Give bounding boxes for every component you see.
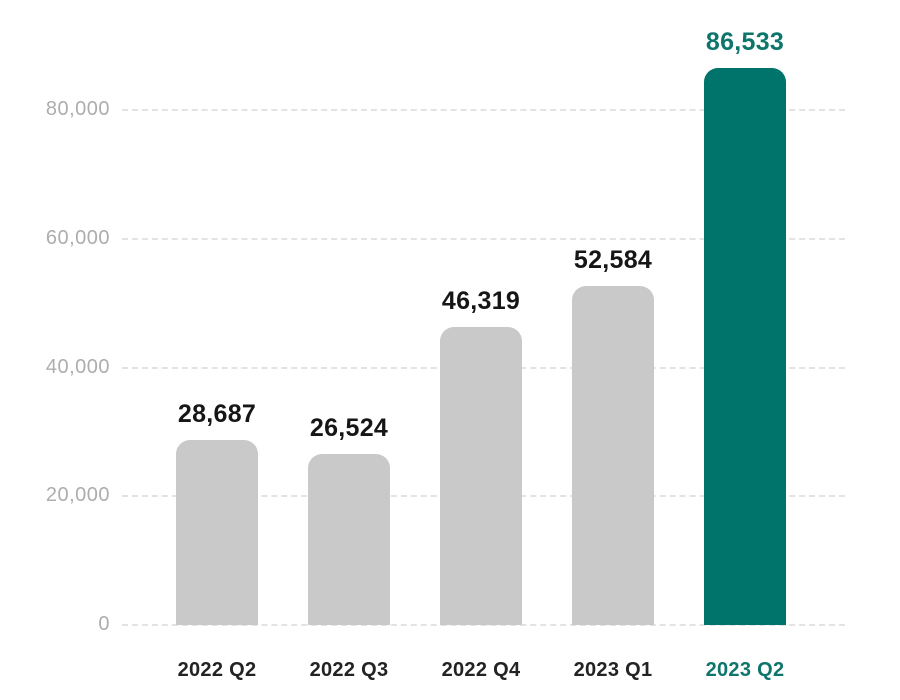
bar-value-label: 52,584: [573, 246, 653, 275]
bar-2022-q4: [440, 326, 522, 625]
y-axis-tick-label: 40,000: [45, 355, 110, 378]
x-axis-tick-label: 2022 Q3: [309, 659, 389, 681]
y-axis-tick-label: 60,000: [45, 226, 110, 249]
y-axis-tick-label: 20,000: [45, 484, 110, 507]
bar-value-label: 46,319: [441, 286, 521, 315]
bar-2023-q1: [572, 286, 654, 625]
bar-2022-q3: [308, 454, 390, 625]
x-axis-tick-label: 2023 Q2: [705, 659, 785, 681]
gridline-0: [122, 624, 845, 626]
bar-value-label: 86,533: [705, 27, 785, 56]
bar-value-label: 26,524: [309, 414, 389, 443]
bar-value-label: 28,687: [177, 400, 257, 429]
gridline-80000: [122, 109, 845, 111]
bar-2023-q2: [704, 67, 786, 625]
gridline-60000: [122, 237, 845, 240]
x-axis-tick-label: 2022 Q4: [441, 659, 521, 681]
y-axis-tick-label: 80,000: [45, 98, 110, 120]
x-axis-tick-label: 2022 Q2: [177, 659, 257, 681]
x-axis-tick-label: 2023 Q1: [573, 659, 653, 681]
y-axis-tick-label: 0: [98, 613, 110, 635]
bar-2022-q2: [176, 440, 258, 625]
